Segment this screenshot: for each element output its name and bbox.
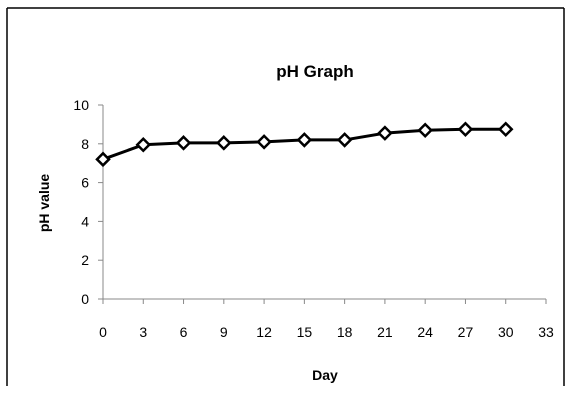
y-tick-label: 6 bbox=[81, 175, 89, 191]
y-tick-label: 2 bbox=[81, 252, 89, 268]
data-point-marker bbox=[497, 121, 514, 138]
data-point-marker bbox=[296, 132, 313, 148]
y-tick-label: 8 bbox=[81, 136, 89, 152]
data-point-marker bbox=[175, 135, 192, 151]
x-tick-label: 27 bbox=[458, 324, 474, 340]
x-axis-title: Day bbox=[312, 367, 338, 383]
data-point-marker bbox=[417, 122, 433, 138]
x-tick-label: 0 bbox=[99, 324, 107, 340]
x-tick-label: 33 bbox=[538, 324, 554, 340]
data-point-marker bbox=[95, 151, 111, 168]
x-tick-label: 18 bbox=[337, 324, 353, 340]
data-point-marker bbox=[135, 137, 152, 153]
y-axis-title: pH value bbox=[36, 174, 52, 233]
data-point-marker bbox=[457, 121, 474, 138]
data-point-marker bbox=[216, 135, 232, 151]
x-tick-label: 12 bbox=[256, 324, 272, 340]
data-point-marker bbox=[336, 132, 353, 148]
x-tick-label: 3 bbox=[139, 324, 147, 340]
chart-title: pH Graph bbox=[276, 62, 353, 81]
y-tick-label: 0 bbox=[81, 291, 89, 307]
x-tick-label: 15 bbox=[297, 324, 313, 340]
y-tick-label: 4 bbox=[81, 213, 89, 229]
y-tick-label: 10 bbox=[73, 97, 89, 113]
series-group bbox=[95, 121, 514, 168]
x-tick-label: 30 bbox=[498, 324, 514, 340]
x-tick-label: 6 bbox=[180, 324, 188, 340]
axes-group bbox=[98, 104, 547, 304]
data-point-marker bbox=[256, 134, 272, 150]
x-tick-label: 9 bbox=[220, 324, 228, 340]
data-point-marker bbox=[377, 125, 393, 141]
x-tick-label: 24 bbox=[417, 324, 433, 340]
x-tick-label: 21 bbox=[377, 324, 393, 340]
